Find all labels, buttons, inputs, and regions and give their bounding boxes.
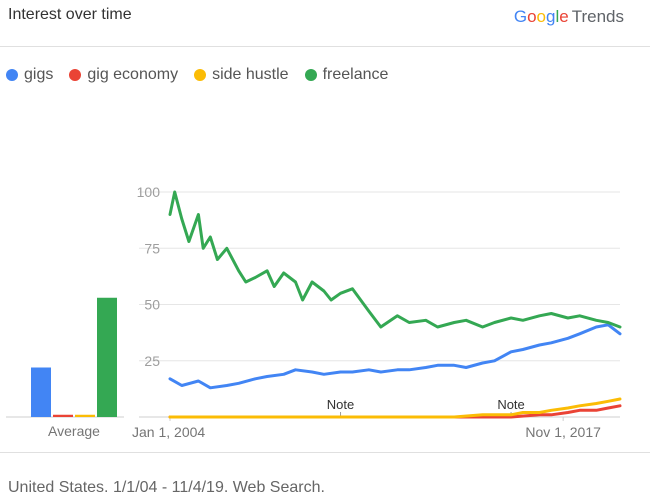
legend-swatch xyxy=(194,69,207,81)
legend-item[interactable]: freelance xyxy=(304,66,389,84)
average-bar-side-hustle xyxy=(75,414,95,417)
page-title: Interest over time xyxy=(8,6,132,23)
legend-swatch xyxy=(69,69,82,81)
note-label: Note xyxy=(497,397,524,412)
series-line-freelance xyxy=(168,190,622,329)
average-bar-gig-economy xyxy=(53,414,73,417)
chart-header: Interest over time Google Trends xyxy=(0,0,650,47)
google-letter: e xyxy=(559,7,569,26)
footer-divider xyxy=(0,452,650,453)
google-letter: o xyxy=(527,7,537,26)
y-tick-label: 25 xyxy=(144,353,160,369)
x-tick-label: Nov 1, 2017 xyxy=(525,424,601,440)
series-line-side-hustle xyxy=(168,397,622,419)
google-letter: g xyxy=(546,7,556,26)
legend-label: freelance xyxy=(322,66,389,83)
y-tick-label: 100 xyxy=(137,184,161,200)
y-tick-label: 75 xyxy=(144,240,160,256)
google-letter: G xyxy=(513,7,528,26)
legend-swatch xyxy=(304,69,317,81)
average-label: Average xyxy=(48,423,100,439)
average-bar-freelance xyxy=(97,297,117,417)
google-letter: o xyxy=(536,7,546,26)
average-bar-gigs xyxy=(31,367,51,417)
google-wordmark: Google xyxy=(514,7,569,26)
series-line-gigs xyxy=(168,323,622,390)
y-tick-label: 50 xyxy=(144,297,160,313)
chart-legend: gigs gig economy side hustle freelance xyxy=(6,66,388,84)
legend-item[interactable]: side hustle xyxy=(194,66,289,84)
legend-label: gigs xyxy=(24,66,54,83)
legend-item[interactable]: gig economy xyxy=(69,66,178,84)
series-line-gig-economy xyxy=(168,404,622,419)
footer-caption: United States. 1/1/04 - 11/4/19. Web Sea… xyxy=(8,479,325,496)
google-letter: l xyxy=(555,7,560,26)
note-label: Note xyxy=(327,397,354,412)
trends-wordmark: Trends xyxy=(571,7,624,26)
legend-item[interactable]: gigs xyxy=(6,66,53,84)
legend-label: side hustle xyxy=(212,66,289,83)
x-tick-label: Jan 1, 2004 xyxy=(132,424,205,440)
google-trends-logo[interactable]: Google Trends xyxy=(514,7,624,27)
legend-label: gig economy xyxy=(87,66,179,83)
legend-swatch xyxy=(6,69,18,81)
